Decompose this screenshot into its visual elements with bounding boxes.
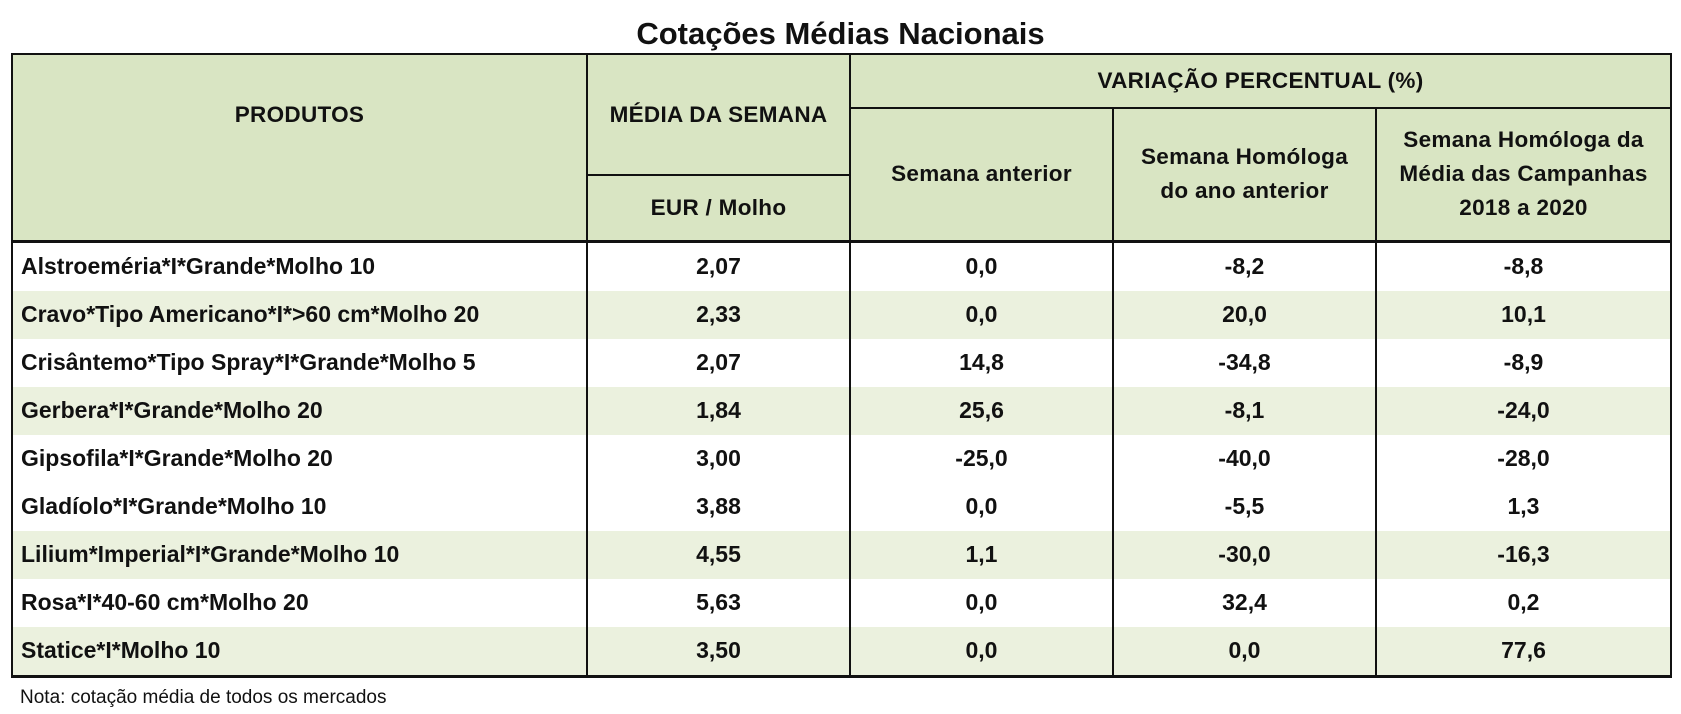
media-value: 3,88 bbox=[586, 482, 851, 531]
semana-homologa-value: -5,5 bbox=[1112, 482, 1377, 531]
semana-homologa-media-value: -24,0 bbox=[1375, 386, 1672, 435]
semana-homologa-media-value: 10,1 bbox=[1375, 290, 1672, 339]
semana-homologa-media-value: 0,2 bbox=[1375, 578, 1672, 627]
media-value: 5,63 bbox=[586, 578, 851, 627]
product-name: Rosa*I*40-60 cm*Molho 20 bbox=[11, 578, 588, 627]
media-value: 3,50 bbox=[586, 626, 851, 678]
semana-homologa-value: 32,4 bbox=[1112, 578, 1377, 627]
table-row: Gladíolo*I*Grande*Molho 10 3,88 0,0 -5,5… bbox=[11, 482, 1672, 531]
table-row: Alstroeméria*I*Grande*Molho 10 2,07 0,0 … bbox=[11, 239, 1672, 291]
semana-anterior-value: 0,0 bbox=[849, 482, 1114, 531]
product-name: Alstroeméria*I*Grande*Molho 10 bbox=[11, 239, 588, 291]
table-row: Gipsofila*I*Grande*Molho 20 3,00 -25,0 -… bbox=[11, 434, 1672, 483]
table-row: Lilium*Imperial*I*Grande*Molho 10 4,55 1… bbox=[11, 530, 1672, 579]
semana-homologa-value: -8,1 bbox=[1112, 386, 1377, 435]
product-name: Gladíolo*I*Grande*Molho 10 bbox=[11, 482, 588, 531]
header-unidade: EUR / Molho bbox=[586, 174, 851, 242]
product-name: Gerbera*I*Grande*Molho 20 bbox=[11, 386, 588, 435]
semana-anterior-value: 0,0 bbox=[849, 290, 1114, 339]
header-produtos-blank bbox=[11, 175, 588, 242]
product-name: Lilium*Imperial*I*Grande*Molho 10 bbox=[11, 530, 588, 579]
semana-homologa-value: 0,0 bbox=[1112, 626, 1377, 678]
footnote: Nota: cotação média de todos os mercados bbox=[20, 687, 387, 708]
semana-homologa-value: -34,8 bbox=[1112, 338, 1377, 387]
semana-homologa-media-value: -28,0 bbox=[1375, 434, 1672, 483]
product-name: Crisântemo*Tipo Spray*I*Grande*Molho 5 bbox=[11, 338, 588, 387]
semana-anterior-value: 1,1 bbox=[849, 530, 1114, 579]
semana-homologa-media-value: -16,3 bbox=[1375, 530, 1672, 579]
table-row: Cravo*Tipo Americano*I*>60 cm*Molho 20 2… bbox=[11, 290, 1672, 339]
semana-homologa-value: -40,0 bbox=[1112, 434, 1377, 483]
media-value: 1,84 bbox=[586, 386, 851, 435]
media-value: 2,07 bbox=[586, 338, 851, 387]
media-value: 3,00 bbox=[586, 434, 851, 483]
semana-anterior-value: 0,0 bbox=[849, 239, 1114, 291]
semana-homologa-media-value: 1,3 bbox=[1375, 482, 1672, 531]
header-variacao-percentual: VARIAÇÃO PERCENTUAL (%) bbox=[849, 53, 1672, 109]
semana-homologa-media-value: -8,8 bbox=[1375, 239, 1672, 291]
table-row: Rosa*I*40-60 cm*Molho 20 5,63 0,0 32,4 0… bbox=[11, 578, 1672, 627]
page-title: Cotações Médias Nacionais bbox=[636, 16, 1045, 51]
semana-anterior-value: 25,6 bbox=[849, 386, 1114, 435]
semana-anterior-value: 0,0 bbox=[849, 578, 1114, 627]
table-row: Statice*I*Molho 10 3,50 0,0 0,0 77,6 bbox=[11, 626, 1672, 678]
semana-anterior-value: 14,8 bbox=[849, 338, 1114, 387]
semana-homologa-media-value: -8,9 bbox=[1375, 338, 1672, 387]
header-produtos: PRODUTOS bbox=[11, 53, 588, 175]
header-semana-homologa-media: Semana Homóloga da Média das Campanhas 2… bbox=[1375, 107, 1672, 242]
semana-homologa-media-value: 77,6 bbox=[1375, 626, 1672, 678]
product-name: Gipsofila*I*Grande*Molho 20 bbox=[11, 434, 588, 483]
semana-anterior-value: -25,0 bbox=[849, 434, 1114, 483]
semana-homologa-value: 20,0 bbox=[1112, 290, 1377, 339]
semana-homologa-value: -30,0 bbox=[1112, 530, 1377, 579]
header-media-semana: MÉDIA DA SEMANA bbox=[586, 53, 851, 176]
product-name: Cravo*Tipo Americano*I*>60 cm*Molho 20 bbox=[11, 290, 588, 339]
media-value: 4,55 bbox=[586, 530, 851, 579]
table-row: Crisântemo*Tipo Spray*I*Grande*Molho 5 2… bbox=[11, 338, 1672, 387]
semana-homologa-value: -8,2 bbox=[1112, 239, 1377, 291]
media-value: 2,07 bbox=[586, 239, 851, 291]
semana-anterior-value: 0,0 bbox=[849, 626, 1114, 678]
quotes-table: PRODUTOS MÉDIA DA SEMANA VARIAÇÃO PERCEN… bbox=[11, 53, 1672, 678]
media-value: 2,33 bbox=[586, 290, 851, 339]
header-semana-anterior: Semana anterior bbox=[849, 107, 1114, 242]
header-semana-homologa: Semana Homóloga do ano anterior bbox=[1112, 107, 1377, 242]
product-name: Statice*I*Molho 10 bbox=[11, 626, 588, 678]
table-row: Gerbera*I*Grande*Molho 20 1,84 25,6 -8,1… bbox=[11, 386, 1672, 435]
